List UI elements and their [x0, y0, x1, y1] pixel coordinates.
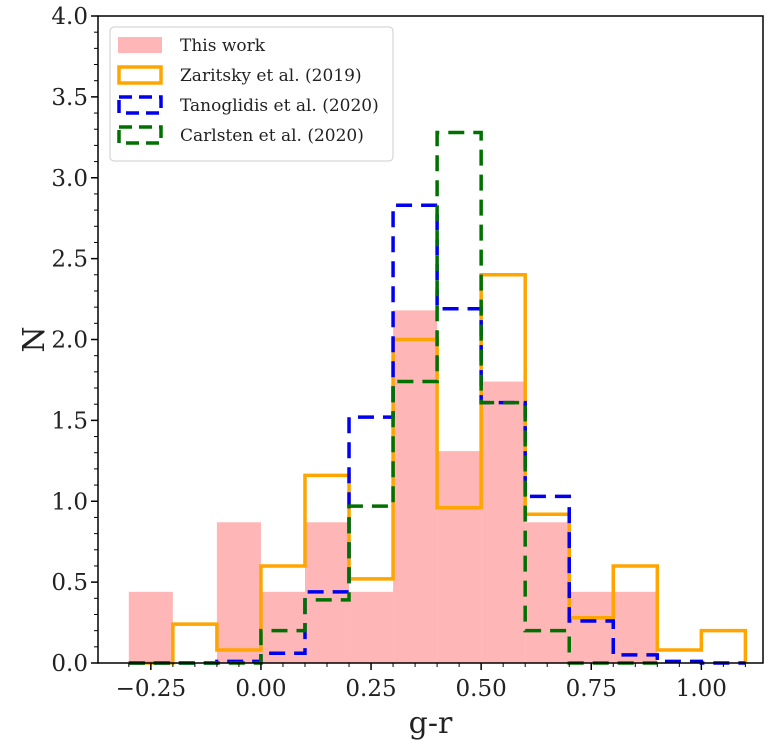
legend-label-this-work: This work	[180, 36, 266, 56]
legend-swatch-carlsten-et-al-2020	[117, 125, 163, 145]
y-tick-label: 0.0	[51, 651, 88, 677]
bar-this-work-3	[260, 591, 305, 663]
y-tick-label: 2.5	[51, 247, 88, 273]
plot-area	[128, 130, 748, 665]
bar-this-work-6	[393, 310, 438, 663]
x-tick-label: 0.00	[235, 676, 286, 702]
axes-frame	[97, 15, 764, 664]
bar-this-work-2	[216, 522, 261, 663]
y-tick-label: 1.0	[51, 489, 88, 515]
legend: This work Zaritsky et al. (2019) Tanoglidi…	[109, 26, 394, 162]
bar-this-work-5	[349, 591, 394, 663]
series-zaritsky-et-al-2019	[128, 273, 748, 665]
step-line-zaritsky-et-al-2019	[128, 273, 748, 665]
bar-this-work-8	[481, 381, 526, 663]
y-tick-label: 4.0	[51, 4, 88, 30]
legend-swatch-tanoglidis-et-al-2020	[117, 95, 163, 115]
x-tick-label: 0.25	[345, 676, 396, 702]
bar-this-work-10	[569, 591, 614, 663]
legend-swatch-zaritsky-et-al-2019	[117, 65, 163, 85]
x-tick-label: 0.75	[566, 676, 617, 702]
bar-this-work-7	[437, 451, 482, 663]
legend-box	[109, 26, 394, 162]
y-tick-label: 0.5	[51, 570, 88, 596]
legend-label-zaritsky-et-al-2019: Zaritsky et al. (2019)	[180, 66, 362, 86]
x-tick-label: −0.25	[116, 676, 186, 702]
step-line-carlsten-et-al-2020	[128, 130, 658, 665]
bar-this-work-9	[525, 522, 570, 663]
y-tick-label: 3.5	[51, 85, 88, 111]
legend-swatch-this-work	[118, 37, 162, 53]
y-tick-label: 1.5	[51, 408, 88, 434]
series-carlsten-et-al-2020	[128, 130, 658, 665]
bar-this-work-0	[128, 591, 173, 663]
bar-this-work-11	[613, 591, 658, 663]
y-axis-label: N	[17, 326, 52, 352]
legend-label-tanoglidis-et-al-2020: Tanoglidis et al. (2020)	[180, 96, 379, 116]
y-tick-label: 2.0	[51, 328, 88, 354]
x-tick-label: 0.50	[456, 676, 507, 702]
y-tick-label: 3.0	[51, 166, 88, 192]
y-axis-ticks: 0.0 0.5 1.0 1.5 2.0 2.5 3.0 3.5 4.0	[51, 4, 98, 677]
x-axis-label: g-r	[409, 706, 453, 741]
x-tick-label: 1.00	[676, 676, 727, 702]
legend-label-carlsten-et-al-2020: Carlsten et al. (2020)	[180, 126, 364, 146]
